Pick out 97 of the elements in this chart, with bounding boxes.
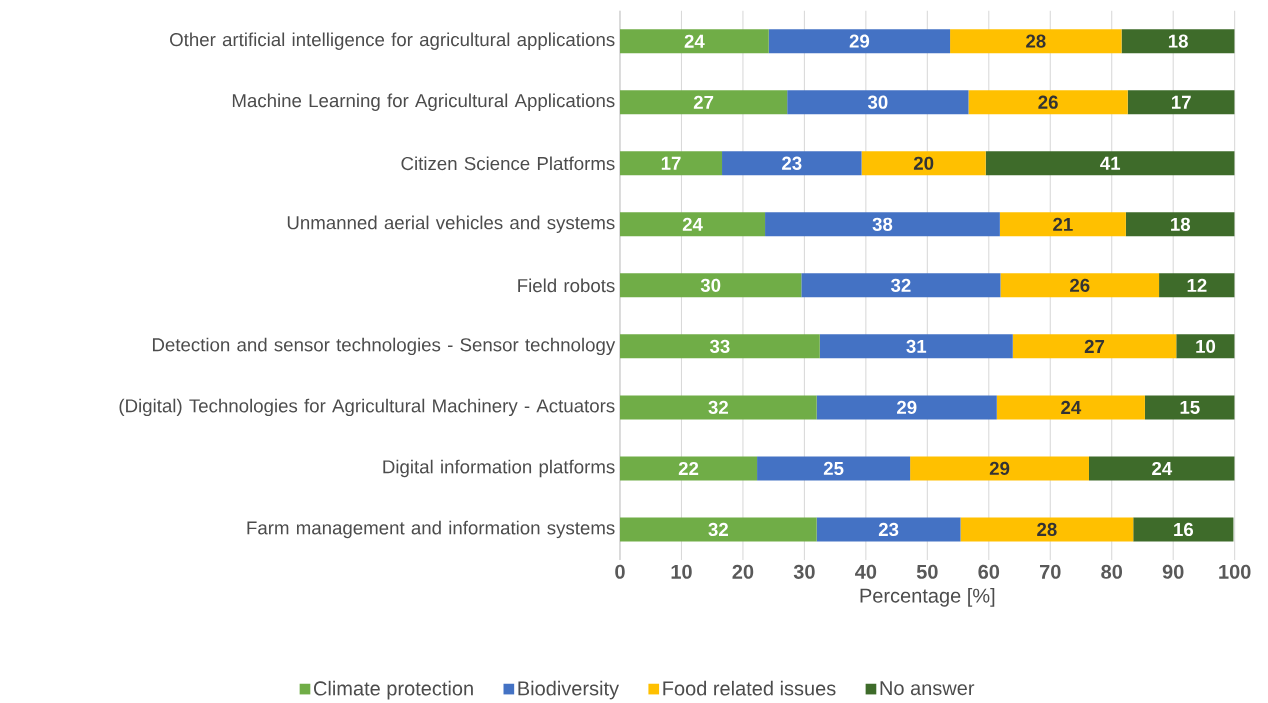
data-label: 23 <box>878 523 899 537</box>
y-tick-label: Field robots <box>518 278 615 293</box>
data-label: 30 <box>867 95 888 110</box>
bar <box>722 151 862 176</box>
data-label: 38 <box>872 217 893 232</box>
bar <box>620 456 758 481</box>
y-tick-label: Machine Learning for Agricultural Applications <box>232 93 615 112</box>
data-label: 24 <box>1152 462 1173 476</box>
bar <box>765 212 1000 237</box>
bar <box>620 334 820 359</box>
data-label: 18 <box>1168 34 1188 48</box>
x-tick-label: 10 <box>671 564 692 580</box>
bar <box>968 90 1128 115</box>
bar <box>620 517 817 542</box>
bar <box>1012 334 1177 359</box>
data-label: 29 <box>897 400 917 415</box>
bar <box>620 273 802 298</box>
y-tick-label: (Digital) Technologies for Agricultural Machinery - Actuators <box>119 398 615 417</box>
data-label: 21 <box>1053 217 1073 231</box>
bar <box>816 395 997 420</box>
bar <box>1000 273 1160 298</box>
x-tick-label: 40 <box>855 564 877 580</box>
data-label: 24 <box>1061 401 1082 415</box>
bar <box>985 151 1235 176</box>
x-tick-label: 50 <box>916 564 938 580</box>
bar <box>768 29 951 54</box>
data-label: 18 <box>1171 217 1191 232</box>
bar <box>620 90 788 115</box>
data-label: 17 <box>1171 95 1191 109</box>
bar <box>861 151 986 176</box>
bar <box>1159 273 1235 298</box>
data-label: 22 <box>678 462 699 476</box>
y-tick-label: Other artificial intelligence for agricultural applications <box>170 32 615 51</box>
legend-label: No answer <box>880 681 975 696</box>
legend-label: Biodiversity <box>518 681 620 700</box>
legend-label: Food related issues <box>663 681 836 696</box>
bar <box>620 151 723 176</box>
data-label: 17 <box>661 157 681 170</box>
data-label: 32 <box>708 400 728 415</box>
y-tick-label: Citizen Science Platforms <box>401 156 615 171</box>
y-tick-label: Unmanned aerial vehicles and systems <box>287 215 615 234</box>
bar <box>1176 334 1235 359</box>
x-tick-label: 30 <box>793 564 815 580</box>
data-label: 25 <box>823 461 844 476</box>
data-label: 20 <box>913 156 934 171</box>
data-label: 28 <box>1037 523 1057 537</box>
x-tick-label: 80 <box>1101 564 1123 580</box>
x-axis-title: Percentage [%] <box>860 588 995 607</box>
data-label: 15 <box>1180 401 1200 415</box>
bar <box>1144 395 1235 420</box>
x-tick-label: 20 <box>732 564 754 580</box>
y-tick-label: Digital information platforms <box>383 459 615 478</box>
bar <box>757 456 911 481</box>
y-tick-label: Farm management and information systems <box>247 520 615 539</box>
data-label: 27 <box>1084 340 1105 354</box>
bar <box>999 212 1126 237</box>
data-label: 29 <box>849 34 870 48</box>
data-label: 26 <box>1038 95 1058 110</box>
legend-label: Climate protection <box>314 681 473 700</box>
bar <box>816 517 961 542</box>
bar <box>1133 517 1234 542</box>
data-label: 12 <box>1187 278 1207 293</box>
x-tick-label: 0 <box>615 564 625 580</box>
bar <box>620 29 769 54</box>
data-label: 41 <box>1100 157 1121 170</box>
bar <box>996 395 1145 420</box>
x-tick-label: 60 <box>978 564 1000 580</box>
x-tick-label: 90 <box>1162 564 1184 580</box>
x-tick-label: 100 <box>1219 564 1251 580</box>
bar <box>819 334 1013 359</box>
bar <box>960 517 1134 542</box>
data-label: 10 <box>1196 339 1216 354</box>
bar <box>1127 90 1235 115</box>
bar <box>950 29 1122 54</box>
bar <box>787 90 969 115</box>
data-label: 28 <box>1026 34 1046 48</box>
x-tick-label: 70 <box>1040 564 1061 580</box>
data-label: 26 <box>1070 278 1090 293</box>
bar <box>1088 456 1235 481</box>
data-label: 16 <box>1174 523 1194 537</box>
data-label: 33 <box>709 339 730 354</box>
data-label: 32 <box>708 523 728 537</box>
bar <box>620 212 766 237</box>
data-label: 27 <box>693 95 714 109</box>
y-tick-label: Detection and sensor technologies - Sensor technology <box>152 337 616 356</box>
data-label: 31 <box>906 339 927 354</box>
bar <box>1125 212 1235 237</box>
bar <box>801 273 1001 298</box>
data-label: 24 <box>684 34 705 48</box>
bar <box>910 456 1089 481</box>
bar <box>620 395 817 420</box>
data-label: 23 <box>782 156 802 171</box>
data-label: 30 <box>700 278 721 293</box>
data-label: 32 <box>890 278 911 293</box>
data-label: 24 <box>682 217 703 231</box>
bar <box>1121 29 1235 54</box>
data-label: 29 <box>989 461 1010 476</box>
